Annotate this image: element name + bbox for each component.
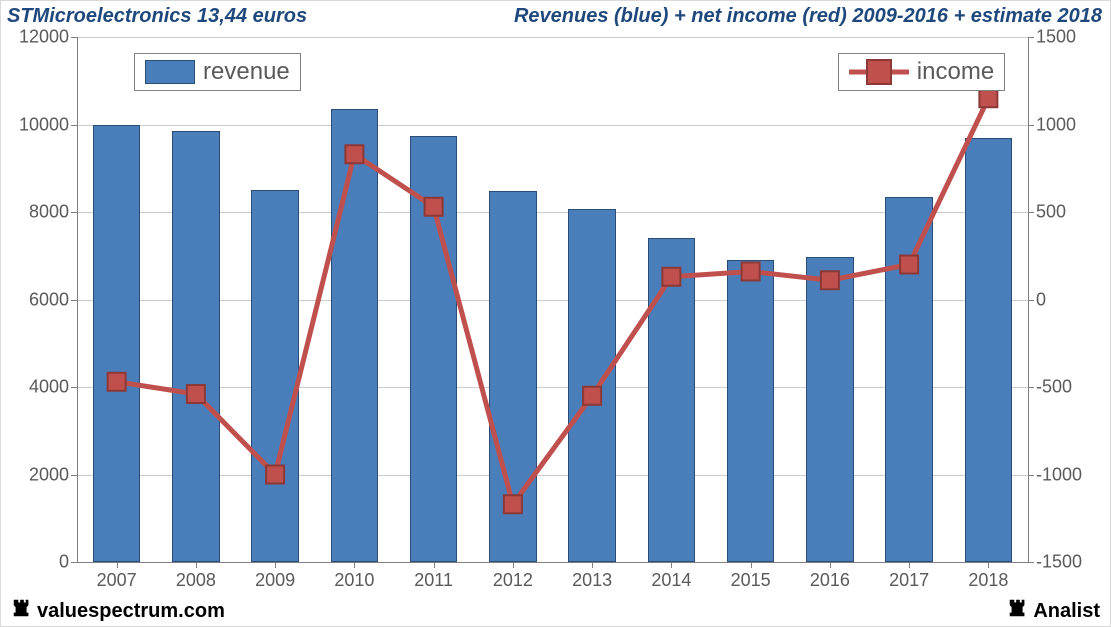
grid-line	[77, 37, 1028, 38]
y-left-tick-label: 2000	[9, 464, 69, 485]
x-tick-label: 2008	[176, 570, 216, 591]
revenue-bar	[648, 238, 696, 562]
footer-right: Analist	[1007, 597, 1100, 625]
revenue-bar	[331, 109, 379, 562]
x-tick-label: 2015	[731, 570, 771, 591]
chart-root: STMicroelectronics 13,44 euros Revenues …	[0, 0, 1111, 627]
x-tick-label: 2014	[651, 570, 691, 591]
y-right-tick-label: 500	[1036, 202, 1106, 223]
income-marker	[979, 89, 997, 107]
axis-line	[1028, 37, 1029, 562]
revenue-bar	[727, 260, 775, 562]
revenue-bar	[410, 136, 458, 562]
revenue-bar	[806, 257, 854, 562]
x-tick-label: 2011	[414, 570, 453, 591]
y-right-tick-label: 1000	[1036, 114, 1106, 135]
revenue-bar	[93, 125, 141, 563]
revenue-bar	[489, 191, 537, 562]
x-tick-label: 2009	[255, 570, 295, 591]
grid-line	[77, 125, 1028, 126]
plot-area: 020004000600080001000012000-1500-1000-50…	[77, 37, 1028, 562]
y-left-tick-label: 12000	[9, 27, 69, 48]
y-right-tick-label: 1500	[1036, 27, 1106, 48]
legend-label: revenue	[203, 58, 290, 86]
legend-income: income	[838, 53, 1005, 91]
x-tick-label: 2013	[572, 570, 612, 591]
footer-left: valuespectrum.com	[11, 597, 225, 625]
x-tick-label: 2007	[97, 570, 137, 591]
axis-line	[77, 562, 1028, 563]
revenue-bar	[251, 190, 299, 562]
title-bar: STMicroelectronics 13,44 euros Revenues …	[1, 1, 1110, 31]
y-right-tick-label: -1000	[1036, 464, 1106, 485]
legend-revenue-swatch	[145, 60, 195, 84]
footer-bar: valuespectrum.com Analist	[1, 596, 1110, 626]
footer-right-text: Analist	[1033, 600, 1100, 623]
x-tick-label: 2017	[889, 570, 929, 591]
y-right-tick-label: -500	[1036, 377, 1106, 398]
title-left: STMicroelectronics 13,44 euros	[7, 5, 307, 28]
x-tick-label: 2018	[968, 570, 1008, 591]
rook-icon	[11, 597, 33, 625]
y-left-tick-label: 10000	[9, 114, 69, 135]
y-right-tick	[1028, 562, 1034, 563]
income-line	[117, 98, 989, 504]
axis-line	[77, 37, 78, 562]
x-tick-label: 2010	[334, 570, 374, 591]
revenue-bar	[172, 131, 220, 562]
plot-outer: 020004000600080001000012000-1500-1000-50…	[9, 31, 1104, 598]
title-right: Revenues (blue) + net income (red) 2009-…	[514, 5, 1102, 28]
y-left-tick-label: 8000	[9, 202, 69, 223]
legend-income-swatch	[849, 60, 909, 84]
legend-label: income	[917, 58, 994, 86]
x-tick-label: 2016	[810, 570, 850, 591]
rook-icon	[1007, 597, 1029, 625]
y-right-tick-label: -1500	[1036, 552, 1106, 573]
legend-revenue: revenue	[134, 53, 301, 91]
y-left-tick-label: 4000	[9, 377, 69, 398]
revenue-bar	[885, 197, 933, 562]
y-left-tick-label: 0	[9, 552, 69, 573]
revenue-bar	[568, 209, 616, 563]
y-right-tick-label: 0	[1036, 289, 1106, 310]
x-tick-label: 2012	[493, 570, 533, 591]
y-left-tick-label: 6000	[9, 289, 69, 310]
footer-left-text: valuespectrum.com	[37, 600, 225, 623]
revenue-bar	[965, 138, 1013, 562]
